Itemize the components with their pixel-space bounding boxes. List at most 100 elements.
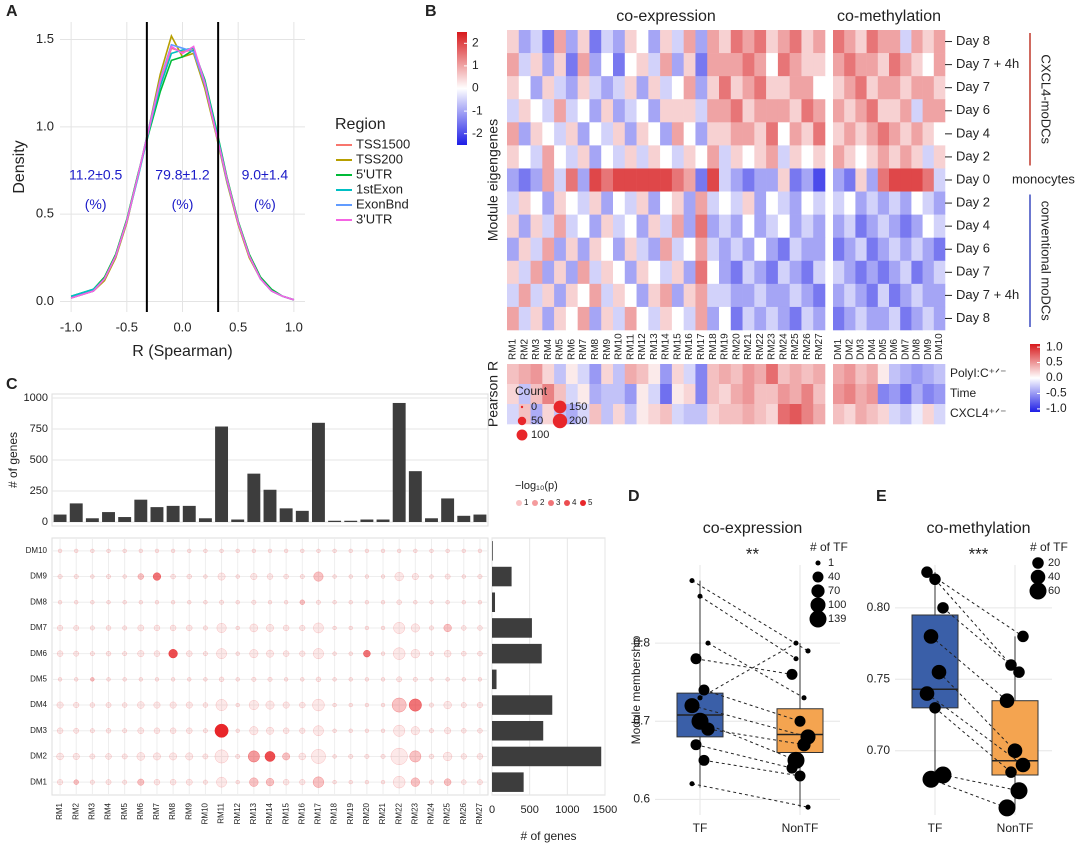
bubble xyxy=(315,599,321,605)
row-label: Day 8 xyxy=(956,33,990,48)
bubble xyxy=(74,677,79,682)
heat-cell xyxy=(833,306,845,331)
heat-cell xyxy=(719,214,732,238)
bubble xyxy=(90,574,95,579)
heat-cell xyxy=(589,260,602,285)
heat-cell xyxy=(754,283,767,308)
heat-cell xyxy=(695,122,708,146)
colorbar-label: 2 xyxy=(472,35,479,49)
bubble xyxy=(249,726,259,736)
pearson-cell xyxy=(624,364,637,385)
bubble xyxy=(283,573,289,580)
heat-cell xyxy=(877,283,890,308)
heat-cell xyxy=(900,237,912,262)
heat-cell xyxy=(911,30,923,54)
column-label: RM4 xyxy=(104,802,113,819)
heat-cell xyxy=(507,306,520,331)
bubble xyxy=(137,727,145,735)
heat-cell xyxy=(900,122,912,146)
heat-cell xyxy=(624,53,637,77)
heat-cell xyxy=(554,214,567,238)
column-label: RM20 xyxy=(362,802,371,824)
heat-cell xyxy=(911,306,923,331)
annotation: 11.2±0.5 xyxy=(69,166,123,182)
pearson-cell xyxy=(613,364,626,385)
pearson-cell xyxy=(719,364,732,385)
bar xyxy=(328,520,342,522)
heat-cell xyxy=(900,30,912,54)
bar xyxy=(279,508,293,522)
pearson-cell xyxy=(565,364,578,385)
heat-cell xyxy=(866,76,879,100)
heat-cell xyxy=(565,191,578,215)
bubble xyxy=(106,574,111,579)
bar xyxy=(215,426,229,522)
heat-cell xyxy=(911,214,923,238)
bubble xyxy=(251,548,257,554)
pair-line xyxy=(934,707,1012,773)
heat-cell xyxy=(648,306,661,331)
bubble xyxy=(267,676,273,682)
heat-cell xyxy=(565,260,578,285)
bubble xyxy=(332,702,337,708)
pearson-cell xyxy=(648,404,661,425)
heat-cell xyxy=(671,53,684,77)
row-label: DM4 xyxy=(30,700,47,709)
legend-label: 200 xyxy=(569,415,587,427)
bubble xyxy=(443,700,452,710)
legend-title: # of TF xyxy=(1030,540,1068,554)
pearson-cell xyxy=(577,384,590,405)
heat-cell xyxy=(648,214,661,238)
colorbar-label: 0.0 xyxy=(1046,370,1063,384)
y-tick-label: 0.5 xyxy=(36,206,54,221)
density-line xyxy=(70,45,295,301)
pearson-cell xyxy=(777,404,790,425)
column-label: RM4 xyxy=(543,338,554,360)
heat-cell xyxy=(855,306,867,331)
bubble xyxy=(380,702,386,708)
pearson-cell xyxy=(801,364,814,385)
bubble xyxy=(267,548,273,554)
bar xyxy=(344,520,358,522)
bubble xyxy=(348,779,353,785)
bubble xyxy=(313,725,324,737)
bubble xyxy=(443,751,453,762)
bubble xyxy=(443,778,452,786)
heat-cell xyxy=(695,30,708,54)
heat-cell xyxy=(660,99,673,123)
bubble xyxy=(137,573,144,580)
heat-cell xyxy=(754,237,767,262)
bar xyxy=(85,518,99,522)
heat-cell xyxy=(933,30,946,54)
heat-cell xyxy=(766,306,779,331)
heat-cell xyxy=(507,30,520,54)
heat-cell xyxy=(542,283,555,308)
bubble xyxy=(429,779,434,785)
heat-cell xyxy=(801,122,814,146)
bubble xyxy=(169,624,177,632)
bubble xyxy=(332,754,337,759)
heat-cell xyxy=(922,145,935,169)
row-label: DM3 xyxy=(30,726,47,735)
annotation-unit: (%) xyxy=(85,196,107,212)
heat-cell xyxy=(589,214,602,238)
heat-cell xyxy=(766,30,779,54)
heat-cell xyxy=(877,237,890,262)
heat-cell xyxy=(530,122,543,146)
bar xyxy=(134,499,148,522)
legend-label: 1stExon xyxy=(356,181,403,196)
point xyxy=(923,629,939,644)
bubble xyxy=(214,749,229,764)
heat-cell xyxy=(507,283,520,308)
bubble xyxy=(89,728,95,734)
heat-cell xyxy=(577,306,590,331)
point xyxy=(1013,666,1025,678)
bubble xyxy=(235,728,240,733)
heat-cell xyxy=(789,260,802,285)
column-label: RM3 xyxy=(87,802,96,819)
heat-cell xyxy=(624,260,637,285)
bubble xyxy=(202,625,208,631)
heat-cell xyxy=(683,237,696,262)
pearson-cell xyxy=(813,384,826,405)
heat-cell xyxy=(507,53,520,77)
